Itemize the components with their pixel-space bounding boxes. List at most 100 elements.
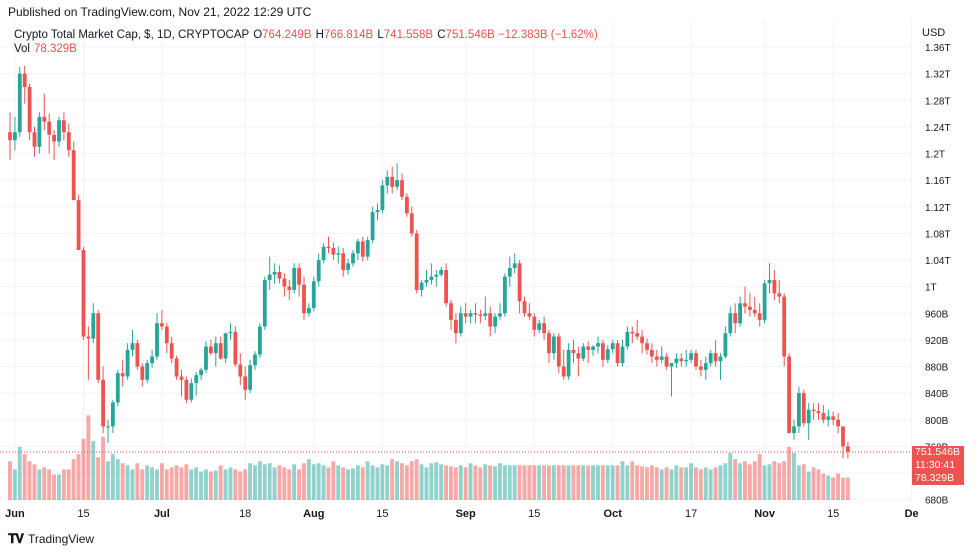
- volume-bar: [640, 466, 644, 500]
- candle-body: [209, 346, 213, 354]
- volume-bar: [694, 467, 698, 500]
- candle-body: [81, 250, 86, 337]
- candle-body: [841, 426, 845, 447]
- candle-body: [782, 296, 787, 357]
- candle-body: [140, 366, 145, 380]
- candle-body: [713, 353, 718, 362]
- volume-label[interactable]: Vol: [14, 43, 30, 55]
- currency-label[interactable]: USD: [922, 27, 946, 39]
- candle-body: [164, 326, 169, 344]
- volume-bar: [395, 461, 399, 500]
- candle-body: [601, 343, 605, 360]
- volume-bar: [449, 466, 453, 500]
- candle-body: [694, 353, 698, 367]
- volume-bar: [351, 468, 355, 500]
- volume-bar: [228, 467, 233, 500]
- volume-bar: [478, 467, 483, 500]
- candle-body: [581, 346, 586, 359]
- volume-bar: [267, 463, 272, 500]
- candle-body: [566, 349, 571, 377]
- volume-bar: [596, 465, 600, 500]
- volume-bar: [561, 465, 566, 500]
- price-candles: [8, 65, 850, 459]
- volume-bar: [110, 454, 115, 500]
- volume-bar: [120, 463, 125, 500]
- symbol-legend: Crypto Total Market Cap, $, 1D, CRYPTOCA…: [14, 29, 598, 41]
- volume-bar: [522, 465, 527, 500]
- volume-bar: [458, 465, 463, 500]
- volume-bar: [159, 463, 164, 500]
- tradingview-watermark[interactable]: 𝐓𝐕 TradingView: [8, 531, 94, 547]
- candle-body: [801, 393, 806, 424]
- candle-body: [62, 120, 66, 133]
- candle-body: [605, 349, 610, 360]
- candle-body: [302, 284, 306, 314]
- volume-bar: [743, 461, 747, 500]
- volume-bar: [654, 467, 659, 500]
- candle-body: [194, 375, 199, 384]
- symbol-name[interactable]: Crypto Total Market Cap, $, 1D, CRYPTOCA…: [14, 29, 249, 41]
- volume-bar: [32, 464, 37, 500]
- volume-bar: [66, 469, 71, 500]
- volume-bar: [292, 464, 297, 500]
- candle-body: [821, 413, 826, 420]
- candle-body: [498, 313, 502, 317]
- candle-body: [483, 313, 488, 316]
- price-tick-label: 1.08T: [925, 229, 951, 240]
- volume-bar: [238, 471, 243, 500]
- candle-body: [71, 150, 76, 201]
- candle-body: [806, 409, 811, 424]
- volume-bar: [468, 463, 473, 500]
- volume-bar: [801, 464, 806, 500]
- candle-body: [42, 116, 47, 122]
- volume-bar: [385, 465, 390, 500]
- volume-bar: [81, 438, 86, 500]
- candle-body: [434, 274, 439, 277]
- volume-bar: [777, 463, 782, 500]
- volume-bar: [571, 465, 576, 500]
- volume-bar: [669, 469, 674, 500]
- volume-bar: [463, 467, 468, 500]
- price-tick-label: 840B: [925, 389, 949, 400]
- volume-tag: 78.329B: [912, 472, 964, 485]
- volume-bar: [718, 465, 723, 500]
- volume-bar: [488, 465, 493, 500]
- volume-bar: [115, 459, 120, 500]
- volume-bar: [816, 469, 821, 500]
- candle-body: [444, 269, 448, 304]
- candle-body: [17, 73, 22, 133]
- grid-lines: [0, 20, 913, 501]
- volume-bar: [713, 467, 718, 500]
- volume-bar: [507, 465, 512, 500]
- volume-bar: [845, 477, 850, 500]
- volume-bar: [37, 469, 42, 500]
- candle-body: [228, 331, 233, 334]
- price-tick-label: 920B: [925, 336, 949, 347]
- watermark-text: TradingView: [28, 532, 95, 546]
- price-tick-label: 1.16T: [925, 176, 951, 187]
- price-tick-label: 1.36T: [925, 43, 951, 54]
- volume-bars: [8, 415, 850, 500]
- candle-body: [512, 263, 517, 268]
- candle-body: [703, 363, 708, 370]
- price-tick-label: 1.28T: [925, 96, 951, 107]
- time-tick-label: Aug: [303, 508, 324, 520]
- candle-body: [723, 333, 728, 357]
- candle-body: [787, 356, 791, 434]
- candle-body: [669, 363, 674, 367]
- open-label: O: [253, 29, 263, 41]
- candle-body: [527, 313, 532, 317]
- volume-bar: [52, 474, 56, 500]
- candle-body: [405, 196, 409, 214]
- candle-body: [292, 267, 297, 290]
- volume-bar: [502, 465, 507, 500]
- candle-body: [478, 314, 483, 316]
- volume-bar: [826, 475, 831, 500]
- volume-bar: [204, 469, 208, 500]
- price-tick-label: 960B: [925, 309, 949, 320]
- volume-bar: [57, 474, 61, 500]
- candle-body: [189, 383, 194, 400]
- volume-bar: [355, 465, 360, 500]
- time-tick-label: Jul: [154, 508, 170, 520]
